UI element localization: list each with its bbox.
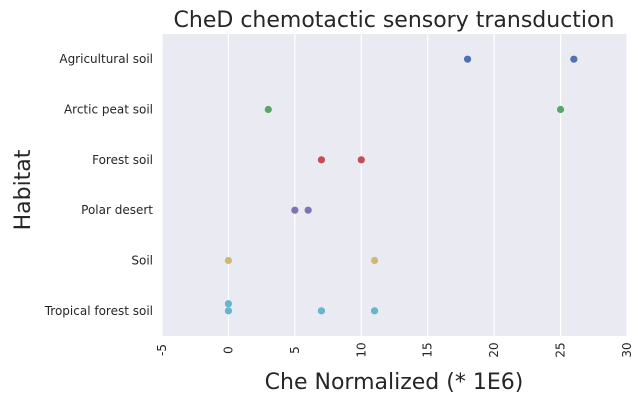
y-category-label: Soil	[131, 254, 153, 268]
x-tick-label: 5	[288, 346, 302, 354]
x-tick-label: 10	[354, 342, 368, 357]
y-axis-label: Habitat	[11, 149, 36, 230]
data-point	[291, 206, 299, 214]
data-point	[570, 55, 578, 63]
data-point	[224, 300, 233, 308]
data-point	[556, 105, 565, 114]
data-point	[370, 256, 379, 265]
x-tick-label: 0	[221, 346, 235, 354]
data-point	[317, 156, 326, 164]
x-tick-label: 25	[554, 342, 568, 357]
data-point	[264, 105, 272, 114]
y-category-label: Forest soil	[92, 153, 153, 167]
data-point	[317, 307, 326, 315]
data-point	[224, 307, 233, 315]
x-tick-labels: -5 0 5 10 15 20 25 30	[155, 342, 634, 357]
x-tick-label: 15	[421, 342, 435, 357]
x-axis-label: Che Normalized (* 1E6)	[265, 370, 524, 395]
y-category-label: Arctic peat soil	[64, 103, 153, 117]
data-point	[370, 307, 379, 315]
chart-title: CheD chemotactic sensory transduction	[174, 8, 615, 33]
data-points	[224, 55, 578, 315]
x-tick-label: 20	[487, 342, 501, 357]
gridlines	[161, 34, 628, 336]
data-point	[224, 256, 233, 265]
data-point	[304, 206, 312, 214]
y-category-label: Polar desert	[81, 203, 153, 217]
data-point	[463, 55, 472, 63]
y-category-label: Agricultural soil	[59, 52, 153, 66]
x-tick-label: 30	[620, 342, 634, 357]
data-point	[357, 156, 365, 164]
x-tick-label: -5	[155, 344, 169, 356]
plot-background	[162, 34, 627, 336]
y-category-label: Tropical forest soil	[44, 304, 153, 318]
y-category-labels: Agricultural soil Arctic peat soil Forest …	[44, 52, 154, 318]
